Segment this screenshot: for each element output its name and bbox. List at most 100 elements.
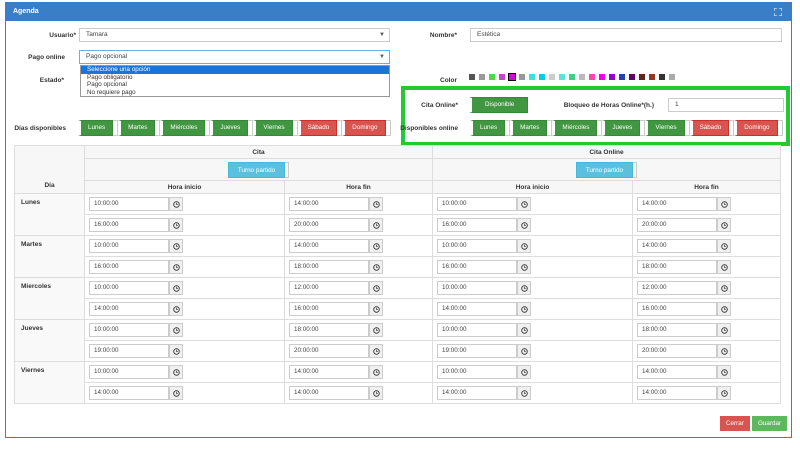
clock-icon[interactable] (516, 197, 531, 211)
color-swatch[interactable] (629, 74, 635, 80)
online-day-button-miércoles[interactable]: Miércoles (552, 120, 598, 136)
online-day-button-sábado[interactable]: Sábado (689, 120, 730, 136)
color-swatch[interactable] (519, 74, 525, 80)
time-input[interactable]: 14:00:00 (637, 197, 718, 211)
clock-icon[interactable] (169, 281, 183, 295)
time-input[interactable]: 20:00:00 (637, 218, 718, 232)
time-input[interactable]: 10:00:00 (89, 281, 169, 295)
time-input[interactable]: 10:00:00 (436, 323, 517, 337)
online-day-button-domingo[interactable]: Domingo (734, 120, 778, 136)
clock-icon[interactable] (169, 197, 183, 211)
color-swatch[interactable] (619, 74, 625, 80)
color-swatch[interactable] (469, 74, 475, 80)
time-input[interactable]: 14:00:00 (89, 302, 169, 316)
bloqueo-input[interactable]: 1 (668, 98, 784, 112)
day-button-domingo[interactable]: Domingo (342, 120, 386, 136)
clock-icon[interactable] (717, 365, 732, 379)
time-input[interactable]: 14:00:00 (436, 386, 517, 400)
guardar-button[interactable]: Guardar (752, 416, 788, 431)
color-swatch[interactable] (559, 74, 565, 80)
clock-icon[interactable] (516, 218, 531, 232)
clock-icon[interactable] (516, 344, 531, 358)
color-swatch[interactable] (609, 74, 615, 80)
clock-icon[interactable] (369, 344, 384, 358)
day-button-viernes[interactable]: Viernes (253, 120, 293, 136)
color-swatch[interactable] (499, 74, 505, 80)
clock-icon[interactable] (169, 218, 183, 232)
color-swatch[interactable] (649, 74, 655, 80)
usuario-select[interactable]: Tamara ▼ (79, 28, 390, 42)
pago-online-dropdown[interactable]: Seleccione una opción Pago obligatorio P… (80, 65, 390, 97)
time-input[interactable]: 14:00:00 (436, 302, 517, 316)
clock-icon[interactable] (169, 239, 183, 253)
clock-icon[interactable] (369, 281, 384, 295)
clock-icon[interactable] (717, 323, 732, 337)
time-input[interactable]: 16:00:00 (637, 302, 718, 316)
clock-icon[interactable] (717, 281, 732, 295)
time-input[interactable]: 16:00:00 (436, 218, 517, 232)
color-swatch[interactable] (489, 74, 495, 80)
clock-icon[interactable] (169, 365, 183, 379)
clock-icon[interactable] (369, 197, 384, 211)
clock-icon[interactable] (369, 386, 384, 400)
clock-icon[interactable] (369, 323, 384, 337)
clock-icon[interactable] (169, 323, 183, 337)
time-input[interactable]: 18:00:00 (637, 323, 718, 337)
clock-icon[interactable] (516, 365, 531, 379)
clock-icon[interactable] (516, 323, 531, 337)
day-button-sábado[interactable]: Sábado (297, 120, 338, 136)
clock-icon[interactable] (369, 239, 384, 253)
expand-icon[interactable] (774, 8, 782, 16)
time-input[interactable]: 10:00:00 (89, 239, 169, 253)
disponible-button[interactable]: Disponible (469, 97, 529, 113)
clock-icon[interactable] (717, 344, 732, 358)
clock-icon[interactable] (717, 197, 732, 211)
color-swatch[interactable] (529, 74, 535, 80)
option-pago-obligatorio[interactable]: Pago obligatorio (87, 73, 133, 81)
clock-icon[interactable] (169, 302, 183, 316)
option-pago-opcional[interactable]: Pago opcional (87, 81, 127, 88)
clock-icon[interactable] (717, 302, 732, 316)
time-input[interactable]: 10:00:00 (89, 365, 169, 379)
time-input[interactable]: 18:00:00 (289, 323, 370, 337)
turno-partido-button[interactable]: Turno partido (227, 161, 286, 178)
clock-icon[interactable] (169, 344, 183, 358)
color-swatch[interactable] (669, 74, 675, 80)
clock-icon[interactable] (169, 260, 183, 274)
time-input[interactable]: 10:00:00 (436, 197, 517, 211)
clock-icon[interactable] (717, 386, 732, 400)
time-input[interactable]: 14:00:00 (289, 365, 370, 379)
time-input[interactable]: 16:00:00 (436, 260, 517, 274)
time-input[interactable]: 18:00:00 (637, 260, 718, 274)
clock-icon[interactable] (369, 260, 384, 274)
cita-online-toggle[interactable]: Disponible (469, 97, 529, 113)
clock-icon[interactable] (717, 239, 732, 253)
color-swatch[interactable] (589, 74, 595, 80)
time-input[interactable]: 10:00:00 (89, 323, 169, 337)
day-button-miércoles[interactable]: Miércoles (160, 120, 206, 136)
time-input[interactable]: 10:00:00 (436, 365, 517, 379)
color-swatch[interactable] (508, 73, 516, 81)
time-input[interactable]: 14:00:00 (637, 365, 718, 379)
pago-online-select[interactable]: Pago opcional ▼ (79, 50, 390, 64)
clock-icon[interactable] (717, 218, 732, 232)
nombre-input[interactable]: Estética (470, 28, 782, 42)
time-input[interactable]: 10:00:00 (436, 239, 517, 253)
time-input[interactable]: 18:00:00 (289, 260, 370, 274)
online-day-button-martes[interactable]: Martes (510, 120, 548, 136)
clock-icon[interactable] (516, 239, 531, 253)
time-input[interactable]: 16:00:00 (289, 302, 370, 316)
option-no-requiere-pago[interactable]: No requiere pago (87, 88, 136, 96)
time-input[interactable]: 14:00:00 (637, 239, 718, 253)
color-swatch[interactable] (579, 74, 585, 80)
clock-icon[interactable] (369, 365, 384, 379)
turno-partido-online-button[interactable]: Turno partido (575, 161, 634, 178)
color-swatch[interactable] (659, 74, 665, 80)
time-input[interactable]: 20:00:00 (637, 344, 718, 358)
time-input[interactable]: 20:00:00 (289, 344, 370, 358)
clock-icon[interactable] (169, 386, 183, 400)
color-swatch[interactable] (569, 74, 575, 80)
online-day-button-jueves[interactable]: Jueves (602, 120, 641, 136)
clock-icon[interactable] (516, 386, 531, 400)
clock-icon[interactable] (717, 260, 732, 274)
